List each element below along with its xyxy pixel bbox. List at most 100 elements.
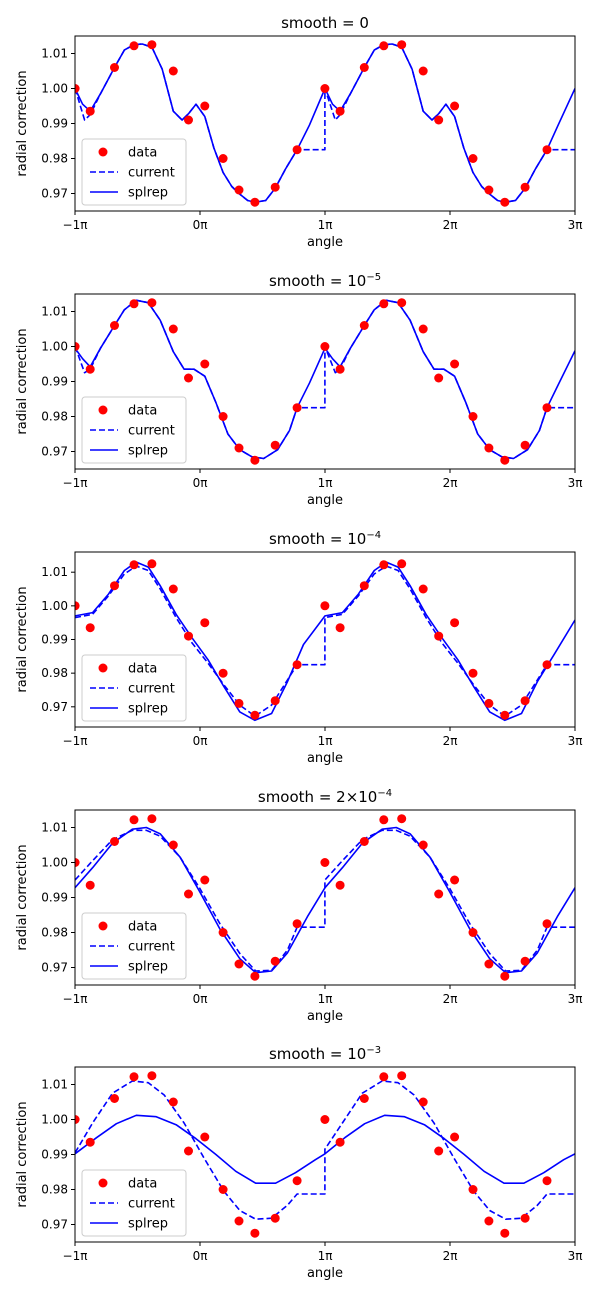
data-point [129,299,139,309]
data-point [542,145,552,155]
data-point [418,1097,428,1107]
chart-title-text: smooth = 10 [269,1045,366,1063]
plot-area [75,559,575,722]
data-point [520,1213,530,1223]
data-point [450,875,460,885]
data-point [292,919,302,929]
data-point [397,298,407,308]
x-tick-label: 0π [193,218,208,232]
data-point [218,1185,228,1194]
data-point [250,710,260,720]
data-point [434,373,444,383]
x-tick-label: 2π [443,734,458,748]
legend-label-data: data [128,146,157,161]
data-point [147,40,157,50]
legend-marker-data [98,663,108,673]
data-point [468,154,478,163]
plot-area [75,814,575,981]
x-tick-label: −1π [63,218,88,232]
legend: data current splrep [81,1169,187,1237]
data-point [218,668,228,678]
data-point [218,928,228,937]
legend-label-current: current [128,940,175,955]
y-tick-label: 0.99 [41,891,68,905]
legend: data current splrep [81,138,187,206]
chart-panel: smooth = 0 −1π 0π 1π 2π 3π 0.97 0.98 0.99 1.00 1.0… [15,14,582,250]
chart-title: smooth = 10−5 [269,272,381,290]
y-tick-label: 1.00 [41,599,68,613]
data-point [184,115,193,125]
x-tick-label: 1π [318,1249,333,1263]
data-point [397,559,407,569]
chart-title-exponent: −3 [366,1045,381,1056]
chart-title-exponent: −4 [377,788,392,799]
data-point [168,584,178,594]
data-point [418,66,428,76]
data-point [335,623,345,633]
data-point [542,919,552,929]
legend-marker-data [98,1178,108,1188]
y-tick-label: 1.01 [41,305,68,319]
x-tick-label: 0π [193,734,208,748]
data-point [450,618,460,628]
y-tick-label: 1.00 [41,340,68,354]
data-point [484,698,494,708]
x-tick-label: 3π [568,734,583,748]
data-point [168,66,178,76]
legend: data current splrep [81,912,187,980]
data-point [379,299,389,309]
data-point [320,84,330,93]
x-tick-label: 1π [318,218,333,232]
data-point [184,373,193,383]
y-tick-label: 0.99 [41,1148,68,1162]
data-point [359,581,369,591]
data-point [379,1072,389,1082]
series-splrep-line [75,1114,575,1184]
data-point [500,197,510,207]
y-tick-label: 1.00 [41,856,68,870]
data-point [320,601,330,611]
y-tick-label: 0.97 [41,445,68,459]
chart-panel: smooth = 10−4 −1π 0π 1π 2π 3π 0.97 0.98 0.99 1.00… [15,530,582,766]
y-tick-label: 0.98 [41,152,68,166]
data-point [110,1094,119,1103]
y-tick-label: 0.97 [41,1218,68,1232]
y-tick-label: 1.01 [41,47,68,61]
data-point [147,559,157,569]
data-point [234,185,244,195]
series-splrep-line [75,561,575,722]
data-point [234,1216,244,1226]
data-point [147,298,157,308]
legend-label-data: data [128,920,157,935]
chart-title: smooth = 10−3 [269,1045,381,1063]
data-point [335,364,345,374]
data-point [85,623,95,633]
chart-title-text: smooth = 0 [281,14,369,32]
data-point [234,959,244,969]
data-point [520,956,530,966]
chart-panel: smooth = 2×10−4 −1π 0π 1π 2π 3π 0.97 0.98 0.99 1.… [15,788,582,1024]
data-point [270,440,280,450]
y-tick-label: 0.98 [41,410,68,424]
y-tick-label: 0.97 [41,961,68,975]
data-point [234,443,244,453]
x-tick-label: −1π [63,734,88,748]
x-tick-label: 3π [568,218,583,232]
data-point [359,63,369,72]
y-axis-label: radial correction [15,586,30,692]
legend-box [81,912,187,980]
plot-area [75,1071,575,1238]
data-point [418,840,428,850]
data-point [542,660,552,670]
data-point [85,880,95,890]
data-point [359,1094,369,1103]
data-point [292,403,302,413]
x-tick-label: 3π [568,1249,583,1263]
data-point [500,1228,510,1238]
x-tick-label: 1π [318,734,333,748]
chart-title: smooth = 2×10−4 [258,788,392,806]
data-point [110,837,119,846]
data-point [292,660,302,670]
data-point [379,815,389,825]
